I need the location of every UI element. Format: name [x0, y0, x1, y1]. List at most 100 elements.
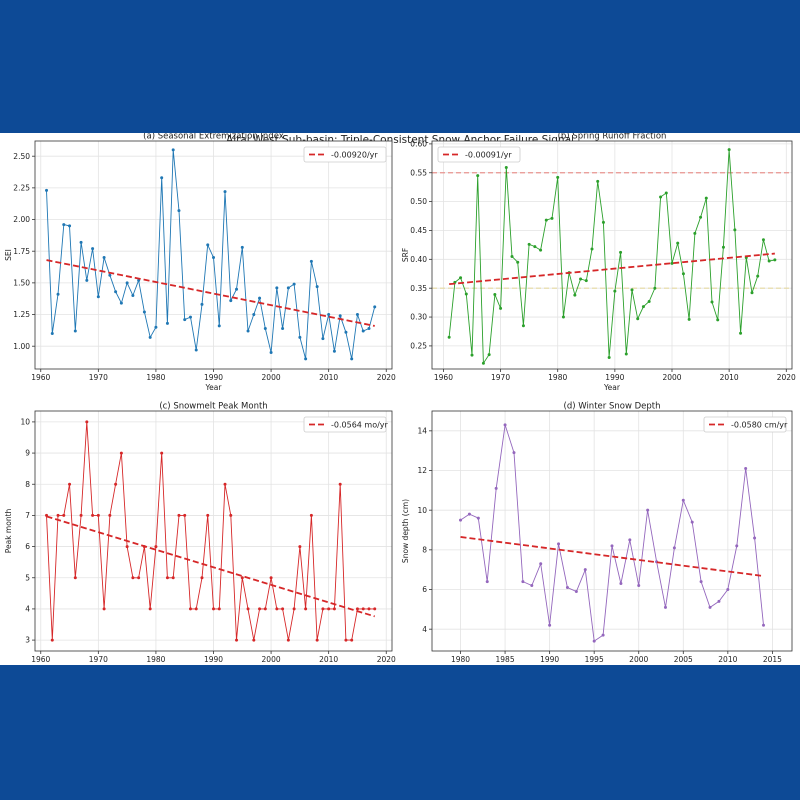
- y-axis-label: SRF: [401, 248, 410, 262]
- data-point: [304, 357, 308, 361]
- panel-title: (a) Seasonal Extremization Index: [143, 133, 284, 142]
- x-tick-label: 1980: [548, 373, 567, 382]
- y-tick-label: 0.55: [410, 168, 427, 177]
- x-axis-label: Year: [205, 383, 223, 392]
- data-point: [350, 357, 354, 361]
- x-tick-label: 2000: [629, 655, 648, 664]
- data-point: [142, 310, 146, 314]
- data-point: [583, 568, 587, 572]
- data-point: [177, 209, 181, 213]
- data-point: [619, 250, 623, 254]
- data-point: [470, 353, 474, 357]
- y-tick-label: 0.30: [410, 313, 427, 322]
- data-point: [672, 546, 676, 550]
- data-point: [246, 329, 250, 333]
- data-point: [309, 259, 313, 263]
- data-point: [550, 216, 554, 220]
- data-point: [601, 633, 605, 637]
- data-point: [269, 351, 273, 355]
- axes-frame: [34, 140, 393, 370]
- data-point: [699, 215, 703, 219]
- y-tick-label: 0.45: [410, 226, 427, 235]
- y-tick-label: 7: [25, 511, 30, 520]
- data-point: [663, 605, 667, 609]
- data-point: [637, 584, 641, 588]
- data-point: [753, 536, 757, 540]
- data-point: [200, 576, 204, 580]
- data-point: [367, 326, 371, 330]
- data-point: [252, 638, 256, 642]
- data-point: [223, 190, 227, 194]
- data-point: [212, 256, 215, 260]
- data-point: [252, 313, 256, 317]
- data-point: [102, 256, 106, 260]
- data-point: [292, 607, 296, 611]
- data-point: [240, 245, 244, 249]
- data-point: [727, 148, 731, 152]
- panel-title: (b) Spring Runoff Fraction: [558, 133, 667, 142]
- data-point: [613, 289, 617, 293]
- y-tick-label: 1.75: [13, 247, 30, 256]
- data-point: [510, 254, 514, 258]
- data-point: [183, 318, 187, 322]
- y-tick-label: 9: [25, 449, 30, 458]
- data-point: [177, 513, 181, 517]
- legend-box: [303, 146, 387, 163]
- y-tick-label: 2.00: [13, 215, 30, 224]
- data-point: [315, 285, 319, 289]
- axes-frame: [34, 410, 393, 652]
- data-point: [194, 607, 198, 611]
- data-point: [292, 282, 296, 286]
- trend-line: [46, 515, 375, 618]
- data-point: [160, 451, 164, 455]
- data-point: [761, 623, 765, 627]
- y-tick-label: 10: [417, 506, 427, 515]
- data-point: [350, 638, 354, 642]
- data-point: [557, 542, 561, 546]
- x-tick-label: 1970: [491, 373, 510, 382]
- data-point: [447, 335, 451, 339]
- data-point: [761, 238, 765, 242]
- legend-label: -0.0564 mo/yr: [331, 420, 389, 429]
- data-point: [527, 242, 531, 246]
- data-point: [739, 331, 743, 335]
- data-point: [286, 286, 290, 290]
- legend-label: -0.00091/yr: [465, 150, 512, 159]
- trend-line: [46, 259, 375, 327]
- panel-a: 1960 1970 1980 1990 2000 2010 2020 1.00 1.25 1.50…: [4, 133, 396, 392]
- data-point: [194, 348, 198, 352]
- y-tick-label: 2.25: [13, 183, 30, 192]
- data-point: [659, 195, 663, 199]
- data-point: [73, 329, 77, 333]
- legend: -0.0564 mo/yr: [303, 416, 389, 433]
- data-point: [79, 513, 83, 517]
- data-point: [263, 326, 267, 330]
- plot-area: [432, 141, 792, 369]
- data-point: [281, 607, 285, 611]
- data-point: [573, 293, 577, 297]
- x-axis-label: Year: [603, 383, 621, 392]
- x-tick-label: 2000: [262, 655, 281, 664]
- data-point: [459, 518, 463, 522]
- data-point: [286, 638, 290, 642]
- y-tick-label: 1.50: [13, 278, 30, 287]
- data-point: [258, 607, 262, 611]
- data-point: [601, 220, 605, 224]
- data-point: [108, 273, 112, 277]
- data-point: [373, 305, 377, 309]
- data-point: [332, 349, 336, 353]
- data-point: [521, 324, 525, 328]
- data-point: [327, 313, 331, 317]
- data-point: [756, 274, 760, 278]
- y-tick-label: 0.25: [410, 342, 427, 351]
- data-point: [321, 337, 325, 341]
- x-tick-label: 1985: [496, 655, 515, 664]
- data-point: [229, 513, 233, 517]
- x-tick-label: 1990: [204, 655, 223, 664]
- data-point: [315, 638, 319, 642]
- data-point: [171, 576, 175, 580]
- data-point: [246, 607, 250, 611]
- data-point: [539, 248, 543, 252]
- data-point: [710, 300, 714, 304]
- data-point: [62, 513, 66, 517]
